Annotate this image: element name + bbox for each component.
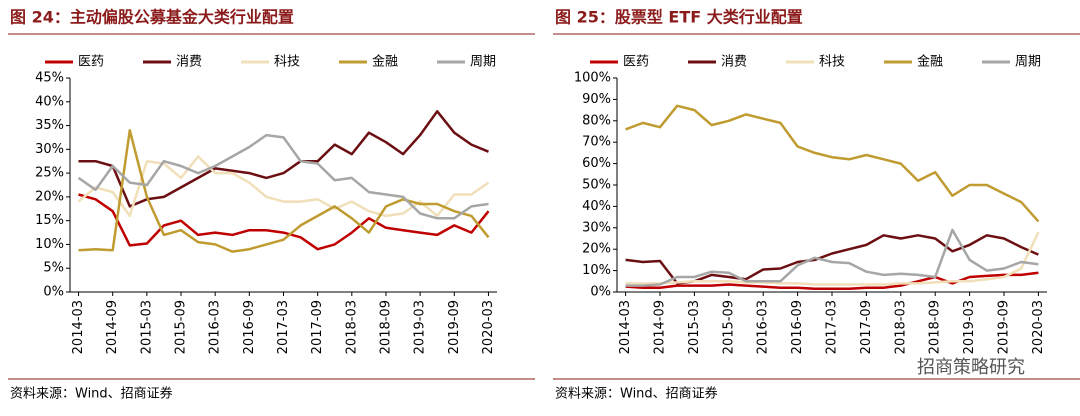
x-tick-label: 2018-03 [893, 300, 908, 354]
y-tick-label: 5% [43, 261, 64, 276]
source: 资料来源：Wind、招商证券 [555, 386, 718, 402]
x-tick-label: 2015-09 [721, 300, 736, 354]
y-tick-label: 10% [35, 237, 64, 252]
x-tick-label: 2014-09 [105, 300, 120, 354]
legend-label: 金融 [372, 54, 398, 70]
y-tick-label: 100% [574, 71, 611, 86]
legend-label: 消费 [721, 55, 747, 70]
series-line [77, 133, 489, 220]
series-line [78, 110, 489, 208]
x-tick-label: 2018-03 [344, 300, 359, 354]
series-line [625, 271, 1039, 291]
y-tick-label: 45% [35, 71, 64, 86]
y-tick-label: 60% [582, 156, 611, 171]
y-tick-label: 35% [35, 118, 64, 133]
x-tick-label: 2019-09 [997, 300, 1012, 354]
legend-label: 医药 [623, 55, 649, 70]
watermark: 招商策略研究 [917, 357, 1025, 378]
y-tick-label: 90% [582, 92, 611, 107]
x-tick-label: 2014-03 [618, 300, 633, 354]
x-tick-label: 2014-03 [71, 300, 86, 354]
series-line [625, 231, 1040, 286]
y-tick-label: 40% [582, 199, 611, 214]
legend-label: 科技 [819, 55, 845, 70]
x-tick-label: 2020-03 [481, 300, 496, 354]
x-tick-label: 2016-03 [756, 300, 771, 354]
x-tick-label: 2016-09 [790, 300, 805, 354]
series-line [625, 228, 1039, 287]
y-tick-label: 80% [582, 113, 611, 128]
x-tick-label: 2014-09 [653, 300, 668, 354]
y-tick-label: 0% [43, 285, 64, 300]
x-tick-label: 2019-03 [962, 300, 977, 354]
x-tick-label: 2018-09 [928, 300, 943, 354]
x-tick-label: 2019-03 [413, 300, 428, 354]
x-tick-label: 2016-03 [208, 300, 223, 354]
y-tick-label: 20% [582, 242, 611, 257]
legend-label: 医药 [78, 55, 104, 70]
x-tick-label: 2017-09 [310, 300, 325, 354]
y-tick-label: 15% [35, 213, 64, 228]
x-tick-label: 2017-03 [276, 300, 291, 354]
legend-label: 金融 [917, 54, 943, 70]
legend-label: 周期 [1015, 55, 1041, 70]
y-tick-label: 50% [582, 178, 611, 193]
series-line [78, 129, 490, 253]
x-tick-label: 2019-09 [447, 300, 462, 354]
chart-title: 图 25：股票型 ETF 大类行业配置 [555, 8, 803, 27]
x-tick-label: 2018-09 [378, 300, 393, 354]
x-tick-label: 2015-03 [139, 300, 154, 354]
series-line [78, 193, 490, 251]
legend-label: 周期 [470, 55, 496, 70]
series-line [77, 155, 490, 218]
x-tick-label: 2015-03 [687, 300, 702, 354]
y-tick-label: 40% [35, 94, 64, 109]
y-tick-label: 0% [590, 285, 611, 300]
y-tick-label: 70% [582, 135, 611, 150]
legend-label: 消费 [176, 55, 202, 70]
y-tick-label: 10% [582, 263, 611, 278]
source: 资料来源：Wind、招商证券 [10, 386, 173, 402]
y-tick-label: 25% [35, 166, 64, 181]
x-tick-label: 2016-09 [242, 300, 257, 354]
y-tick-label: 30% [35, 142, 64, 157]
x-tick-label: 2017-03 [825, 300, 840, 354]
legend-label: 科技 [274, 55, 300, 70]
y-tick-label: 20% [35, 189, 64, 204]
x-tick-label: 2015-09 [174, 300, 189, 354]
x-tick-label: 2017-09 [859, 300, 874, 354]
chart-title: 图 24：主动偏股公募基金大类行业配置 [10, 8, 294, 27]
series-line [625, 104, 1040, 223]
x-tick-label: 2020-03 [1031, 300, 1046, 354]
y-tick-label: 30% [582, 220, 611, 235]
